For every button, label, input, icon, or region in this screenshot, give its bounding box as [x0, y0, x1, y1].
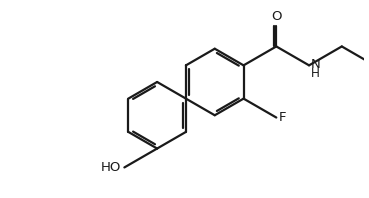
Text: F: F	[279, 111, 286, 124]
Text: O: O	[271, 10, 282, 23]
Text: N: N	[311, 58, 320, 71]
Text: HO: HO	[101, 161, 121, 174]
Text: H: H	[311, 67, 320, 80]
